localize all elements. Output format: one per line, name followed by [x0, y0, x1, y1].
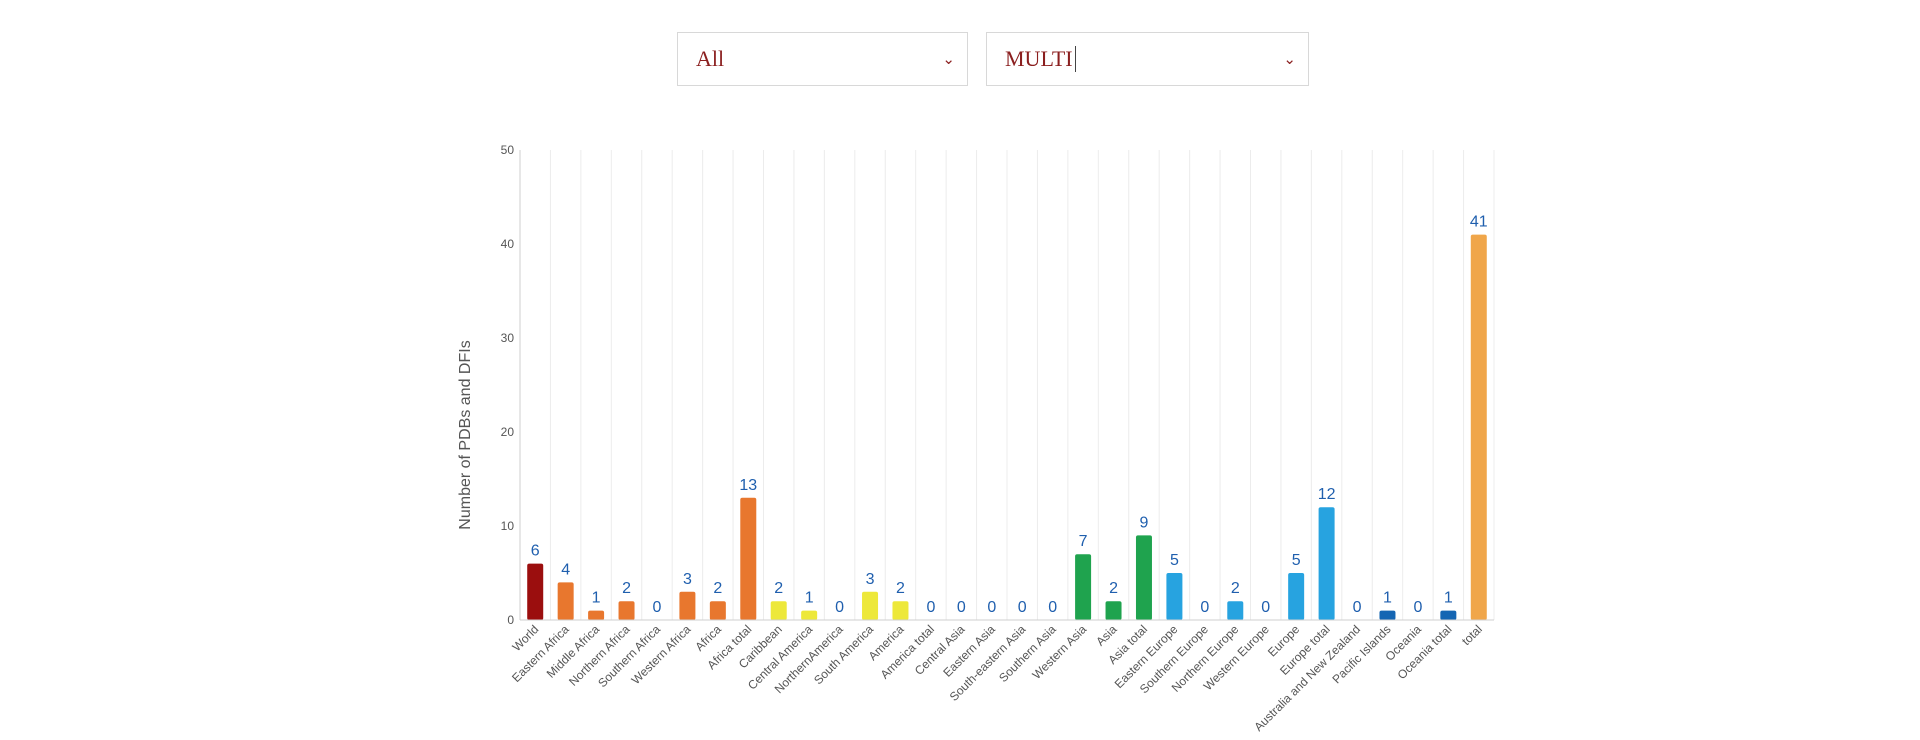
- data-label: 0: [987, 599, 996, 616]
- data-label: 2: [1109, 580, 1118, 597]
- data-label: 0: [1353, 599, 1362, 616]
- bar: [1227, 601, 1244, 620]
- chevron-down-icon: ⌄: [942, 50, 955, 68]
- bar: [862, 591, 879, 620]
- data-label: 2: [622, 580, 631, 597]
- y-tick-label: 20: [501, 425, 515, 439]
- data-label: 1: [592, 590, 601, 607]
- bar: [1318, 507, 1335, 620]
- x-tick-label: total: [1459, 622, 1485, 648]
- data-label: 12: [1318, 486, 1336, 503]
- data-label: 0: [835, 599, 844, 616]
- bar: [527, 563, 544, 620]
- bar: [770, 601, 787, 620]
- data-label: 0: [653, 599, 662, 616]
- bar: [618, 601, 635, 620]
- data-label: 0: [1261, 599, 1270, 616]
- bar: [709, 601, 726, 620]
- region-select[interactable]: All ⌄: [677, 32, 968, 86]
- data-label: 2: [713, 580, 722, 597]
- filter-bar: All ⌄ MULTI ⌄: [677, 32, 1309, 86]
- type-select-value: MULTI: [1005, 46, 1073, 71]
- type-select[interactable]: MULTI ⌄: [986, 32, 1309, 86]
- bar-series: [527, 234, 1487, 620]
- bar: [1166, 573, 1183, 620]
- bar: [892, 601, 909, 620]
- data-label: 3: [866, 571, 875, 588]
- bar: [740, 497, 757, 620]
- data-label: 0: [1018, 599, 1027, 616]
- bar: [1288, 573, 1305, 620]
- data-label: 1: [805, 590, 814, 607]
- data-label: 4: [561, 561, 570, 578]
- bar: [1075, 554, 1092, 620]
- data-label: 2: [774, 580, 783, 597]
- data-label: 6: [531, 543, 540, 560]
- bar: [1379, 610, 1396, 620]
- data-label: 1: [1444, 590, 1453, 607]
- data-label: 7: [1079, 533, 1088, 550]
- bar: [1135, 535, 1152, 620]
- data-label: 0: [1200, 599, 1209, 616]
- y-tick-label: 40: [501, 237, 515, 251]
- data-label: 2: [896, 580, 905, 597]
- bar: [588, 610, 605, 620]
- data-label: 13: [739, 477, 757, 494]
- bar: [1470, 234, 1487, 620]
- chart-grid: [519, 150, 1495, 620]
- data-label: 9: [1140, 514, 1149, 531]
- bar: [557, 582, 574, 620]
- y-tick-label: 0: [507, 613, 514, 627]
- chevron-down-icon: ⌄: [1283, 50, 1296, 68]
- bar: [1105, 601, 1122, 620]
- data-label: 3: [683, 571, 692, 588]
- data-label: 0: [1048, 599, 1057, 616]
- y-tick-label: 10: [501, 519, 515, 533]
- text-cursor: [1074, 46, 1076, 72]
- data-label: 0: [1413, 599, 1422, 616]
- data-label: 1: [1383, 590, 1392, 607]
- y-tick-label: 30: [501, 331, 515, 345]
- data-label: 41: [1470, 214, 1488, 231]
- region-select-value: All: [696, 46, 725, 71]
- y-axis: 0 10 20 30 40 50: [501, 143, 521, 627]
- bar: [1440, 610, 1457, 620]
- y-tick-label: 50: [501, 143, 515, 157]
- data-label: 2: [1231, 580, 1240, 597]
- y-axis-label: Number of PDBs and DFIs: [457, 340, 474, 530]
- data-label: 5: [1170, 552, 1179, 569]
- data-label: 0: [957, 599, 966, 616]
- bar: [679, 591, 696, 620]
- data-label: 5: [1292, 552, 1301, 569]
- x-tick-label: Asia: [1093, 622, 1120, 649]
- bar: [801, 610, 818, 620]
- data-label: 0: [926, 599, 935, 616]
